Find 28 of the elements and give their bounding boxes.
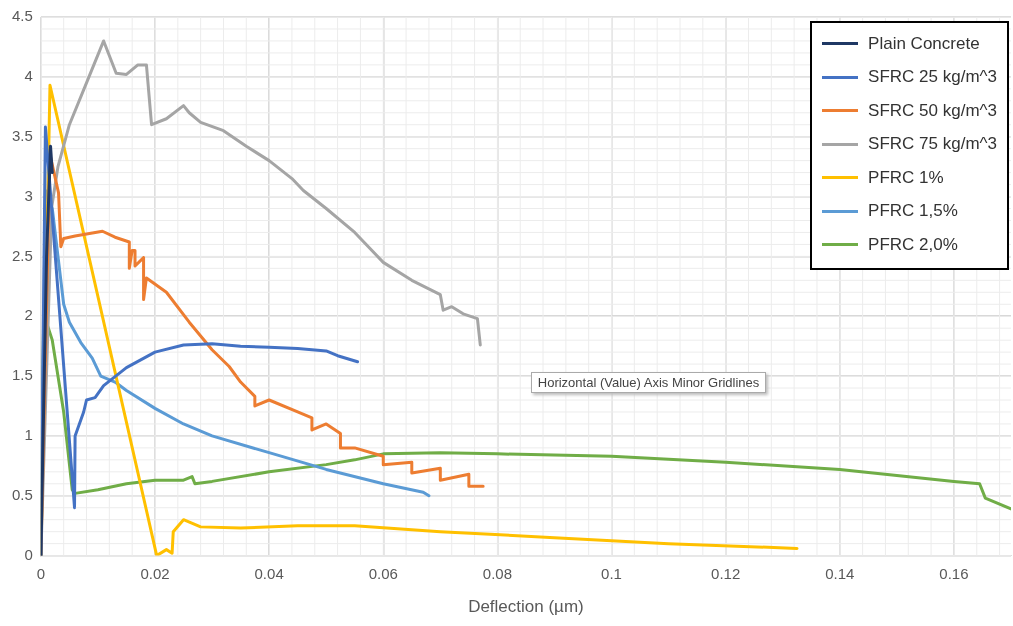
x-axis-title: Deflection (µm) (468, 597, 584, 617)
y-tick-label: 4 (24, 66, 33, 84)
x-tick-label: 0.06 (368, 564, 398, 582)
y-tick-label: 1 (24, 426, 33, 444)
y-tick-label: 2 (24, 306, 33, 324)
x-tick-label: 0.14 (825, 564, 855, 582)
y-tick-label: 4.5 (11, 7, 33, 25)
x-tick-label: 0.04 (254, 564, 284, 582)
legend-label: PFRC 1% (868, 167, 944, 188)
legend-label: SFRC 75 kg/m^3 (868, 134, 997, 155)
x-tick-label: 0.12 (711, 564, 741, 582)
x-tick-label: 0.1 (601, 564, 622, 582)
legend-label: SFRC 50 kg/m^3 (868, 100, 997, 121)
legend-label: PFRC 1,5% (868, 201, 958, 222)
y-tick-label: 0.5 (11, 485, 33, 503)
legend-label: PFRC 2,0% (868, 234, 958, 255)
x-tick-label: 0 (36, 564, 46, 582)
legend-label: SFRC 25 kg/m^3 (868, 67, 997, 88)
annotation: Horizontal (Value) Axis Minor Gridlines (530, 372, 767, 394)
y-tick-label: 3 (24, 186, 33, 204)
y-tick-label: 0 (24, 545, 33, 563)
x-tick-label: 0.08 (482, 564, 512, 582)
y-tick-label: 2.5 (11, 246, 33, 264)
legend-label: Plain Concrete (868, 33, 980, 54)
x-tick-label: 0.16 (939, 564, 969, 582)
x-tick-label: 0.02 (140, 564, 170, 582)
y-tick-label: 1.5 (11, 366, 33, 384)
y-tick-label: 3.5 (11, 126, 33, 144)
